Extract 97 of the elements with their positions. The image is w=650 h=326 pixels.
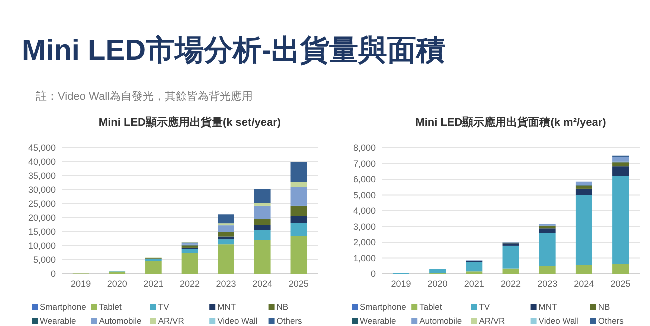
x-tick-label: 2020 — [428, 279, 448, 289]
legend-label: Automobile — [99, 316, 142, 326]
bar — [218, 240, 234, 245]
y-tick-label: 20,000 — [28, 213, 56, 224]
x-tick-label: 2022 — [500, 279, 522, 289]
bar — [576, 186, 592, 189]
legend-label: Tablet — [420, 302, 443, 312]
legend-label: Tablet — [99, 302, 123, 312]
bar — [254, 206, 271, 220]
x-tick-label: 2019 — [391, 279, 412, 289]
bar — [576, 182, 592, 186]
bar — [218, 244, 234, 274]
legend-label: AR/VR — [158, 316, 184, 326]
x-tick-label: 2024 — [252, 279, 273, 289]
x-tick-label: 2021 — [144, 279, 164, 289]
bar — [539, 266, 556, 274]
y-tick-label: 2,000 — [353, 238, 376, 248]
legend-label: Wearable — [40, 316, 76, 326]
legend-label: TV — [158, 302, 170, 312]
y-tick-label: 4,000 — [353, 206, 376, 216]
legend-label: Video Wall — [538, 316, 580, 326]
x-tick-label: 2020 — [107, 279, 128, 289]
legend-label: Others — [598, 316, 624, 326]
y-tick-label: 1,000 — [353, 253, 376, 264]
bar — [182, 253, 198, 274]
bar — [254, 225, 271, 230]
bar — [612, 264, 630, 274]
legend-label: NB — [276, 302, 289, 312]
text: 註：Video Wall為自發光，其餘皆為背光應用 — [36, 90, 253, 103]
x-tick-label: 2022 — [180, 279, 200, 289]
bar — [466, 262, 483, 272]
bar — [290, 206, 308, 216]
bar — [290, 162, 308, 182]
x-tick-label: 2021 — [464, 279, 484, 289]
bar — [612, 166, 630, 176]
bar — [290, 236, 308, 274]
bar — [502, 268, 520, 274]
legend-label: TV — [479, 302, 490, 312]
y-tick-label: 15,000 — [28, 227, 56, 238]
x-tick-label: 2024 — [574, 279, 594, 289]
bar — [218, 236, 234, 240]
y-tick-label: 0 — [370, 269, 376, 280]
bar — [254, 189, 271, 204]
bar — [430, 269, 446, 274]
y-tick-label: 5,000 — [353, 190, 376, 200]
bar — [254, 230, 271, 240]
y-tick-label: 35,000 — [28, 171, 56, 182]
x-tick-label: 2019 — [71, 279, 92, 289]
bar — [290, 216, 308, 224]
bar — [146, 261, 162, 274]
y-tick-label: 45,000 — [28, 143, 56, 154]
bar — [182, 249, 198, 253]
legend-label: Others — [276, 316, 302, 326]
legend-label: Smartphone — [40, 302, 87, 312]
bar — [612, 157, 630, 162]
y-tick-label: 8,000 — [353, 143, 376, 154]
bar — [576, 195, 592, 266]
legend-label: Wearable — [360, 316, 396, 326]
bar — [576, 265, 592, 274]
legend-label: MNT — [538, 302, 558, 312]
bar — [290, 223, 308, 236]
legend-label: Video Wall — [218, 316, 258, 326]
bar — [218, 232, 234, 237]
bar — [218, 214, 234, 224]
chart-title: Mini LED顯示應用出貨量(k set/year) — [98, 116, 282, 129]
bar — [612, 162, 630, 167]
text: Mini LED市場分析-出貨量與面積 — [22, 34, 446, 67]
bar — [290, 182, 308, 188]
legend-label: Automobile — [420, 316, 462, 326]
y-tick-label: 10,000 — [28, 241, 56, 252]
bar — [612, 176, 630, 264]
x-tick-label: 2025 — [288, 279, 309, 289]
y-tick-label: 3,000 — [353, 222, 376, 232]
bar — [502, 246, 520, 269]
y-tick-label: 25,000 — [28, 199, 56, 210]
x-tick-label: 2025 — [610, 279, 631, 289]
bar — [254, 203, 271, 206]
bar — [254, 240, 271, 274]
y-tick-label: 7,000 — [353, 158, 376, 169]
y-tick-label: 5,000 — [33, 255, 56, 266]
y-tick-label: 30,000 — [28, 185, 56, 196]
bar — [254, 219, 271, 225]
bar — [576, 188, 592, 196]
bar — [539, 228, 556, 234]
y-tick-label: 6,000 — [353, 174, 376, 185]
bar — [290, 187, 308, 206]
x-tick-label: 2023 — [538, 279, 558, 289]
y-tick-label: 40,000 — [28, 157, 56, 168]
legend-label: NB — [598, 302, 611, 312]
legend-label: MNT — [218, 302, 236, 312]
legend-label: Smartphone — [360, 302, 407, 312]
bar — [218, 226, 234, 232]
chart-title: Mini LED顯示應用出貨面積(k m²/year) — [416, 116, 607, 129]
bar — [539, 233, 556, 266]
legend-label: AR/VR — [479, 316, 506, 326]
x-tick-label: 2023 — [216, 279, 236, 289]
y-tick-label: 0 — [50, 269, 56, 280]
